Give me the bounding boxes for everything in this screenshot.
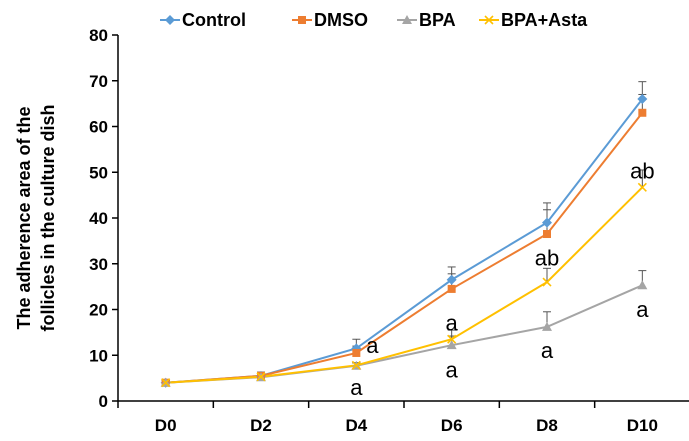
legend-marker-bpa-asta — [484, 15, 494, 25]
legend-label-dmso: DMSO — [314, 10, 368, 30]
data-point-bpa — [542, 321, 552, 331]
data-point-dmso — [447, 284, 456, 293]
y-tick-label: 70 — [89, 72, 108, 91]
x-marker-stroke — [351, 360, 361, 370]
series-lines — [165, 98, 644, 384]
x-marker-stroke — [637, 182, 647, 192]
y-axis-title-line: follicles in the culture dish — [38, 104, 58, 331]
significance-label: ab — [630, 158, 654, 183]
significance-label: a — [366, 333, 379, 358]
x-marker-stroke — [542, 277, 552, 287]
data-point-bpa-asta — [637, 182, 647, 192]
y-axis-title: The adherence area of the follicles in th… — [14, 104, 58, 331]
data-point-control — [542, 217, 552, 228]
significance-label: a — [636, 297, 649, 322]
series-line-control — [165, 98, 644, 384]
x-tick-label: D4 — [345, 416, 367, 435]
data-point-control — [446, 274, 457, 285]
series-line-bpa — [165, 284, 643, 384]
x-tick-label: D6 — [441, 416, 463, 435]
significance-label: a — [541, 338, 554, 363]
data-point-bpa-asta — [256, 372, 266, 382]
x-tick-label: D2 — [250, 416, 272, 435]
series-line-dmso — [165, 112, 644, 384]
significance-label: a — [446, 310, 459, 335]
y-tick-label: 40 — [89, 209, 108, 228]
data-point-dmso — [638, 108, 647, 117]
x-marker-stroke — [484, 15, 494, 25]
x-marker-stroke — [447, 334, 457, 344]
significance-label: ab — [535, 245, 559, 270]
y-tick-label: 0 — [99, 392, 108, 411]
data-point-bpa — [446, 340, 457, 350]
data-point-bpa-asta — [447, 334, 457, 344]
legend-marker-bpa — [402, 15, 412, 24]
data-point-bpa-asta — [542, 277, 552, 287]
legend-label-bpa: BPA — [419, 10, 456, 30]
legend-label-bpa-asta: BPA+Asta — [501, 10, 588, 30]
series-line-bpa-asta — [165, 186, 644, 384]
legend-marker-control — [165, 15, 175, 25]
x-tick-label: D0 — [155, 416, 177, 435]
y-tick-label: 80 — [89, 26, 108, 45]
x-tick-label: D8 — [536, 416, 558, 435]
y-tick-label: 50 — [89, 163, 108, 182]
significance-label: a — [446, 357, 459, 382]
y-axis-title-line: The adherence area of the — [14, 106, 34, 329]
data-point-bpa-asta — [351, 360, 361, 370]
error-bars — [161, 81, 647, 383]
legend: Control DMSO BPA BPA+Asta — [160, 10, 588, 30]
y-tick-label: 30 — [89, 255, 108, 274]
y-tick-label: 10 — [89, 346, 108, 365]
y-tick-label: 60 — [89, 118, 108, 137]
legend-label-control: Control — [182, 10, 246, 30]
axes: 0 10 20 30 40 50 60 70 80 D0 D2 D4 D6 D8 D10 — [89, 26, 689, 435]
x-tick-label: D10 — [627, 416, 658, 435]
y-tick-label: 20 — [89, 301, 108, 320]
x-marker-stroke — [161, 378, 171, 388]
data-point-control — [637, 94, 648, 105]
data-point-bpa-asta — [161, 378, 171, 388]
legend-marker-dmso — [298, 16, 306, 24]
data-point-dmso — [352, 348, 361, 357]
data-point-dmso — [543, 230, 551, 239]
x-marker-stroke — [256, 372, 266, 382]
series-markers — [160, 94, 648, 388]
data-point-bpa — [637, 280, 648, 290]
significance-label: a — [350, 375, 363, 400]
